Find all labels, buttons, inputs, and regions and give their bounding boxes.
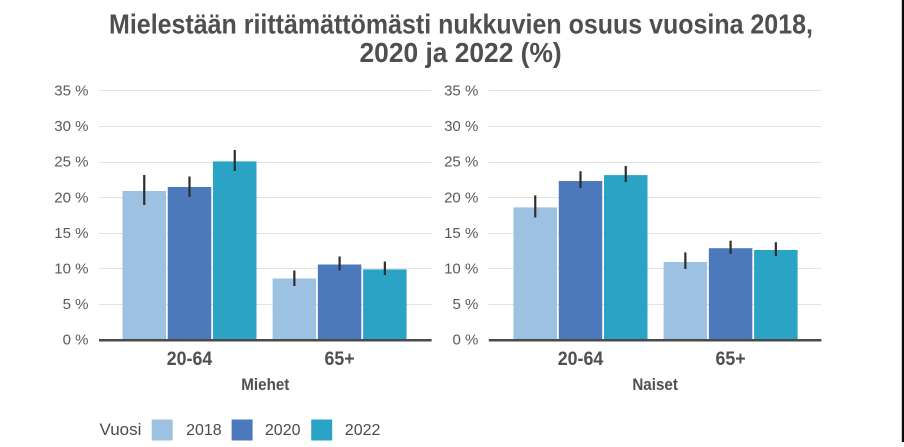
- svg-text:20-64: 20-64: [558, 347, 604, 369]
- svg-text:0 %: 0 %: [63, 332, 89, 349]
- svg-text:30 %: 30 %: [444, 118, 478, 135]
- svg-text:15 %: 15 %: [444, 225, 478, 242]
- svg-text:Miehet: Miehet: [241, 376, 290, 394]
- svg-text:65+: 65+: [325, 347, 355, 369]
- svg-text:25 %: 25 %: [54, 154, 88, 171]
- svg-text:35 %: 35 %: [54, 83, 88, 100]
- svg-text:2022: 2022: [345, 422, 381, 439]
- svg-text:Mielestään riittämättömästi nu: Mielestään riittämättömästi nukkuvien os…: [109, 8, 813, 40]
- svg-text:65+: 65+: [716, 347, 746, 369]
- svg-text:2020 ja 2022 (%): 2020 ja 2022 (%): [360, 37, 562, 69]
- svg-text:5 %: 5 %: [452, 296, 478, 313]
- svg-text:Vuosi: Vuosi: [100, 420, 142, 439]
- svg-text:20-64: 20-64: [167, 347, 213, 369]
- svg-text:15 %: 15 %: [54, 225, 88, 242]
- svg-text:5 %: 5 %: [63, 296, 89, 313]
- svg-text:30 %: 30 %: [54, 118, 88, 135]
- svg-text:2020: 2020: [265, 422, 301, 439]
- svg-text:20 %: 20 %: [54, 189, 88, 206]
- svg-text:35 %: 35 %: [444, 83, 478, 100]
- svg-text:Naiset: Naiset: [632, 376, 678, 394]
- svg-text:0 %: 0 %: [452, 332, 478, 349]
- svg-text:10 %: 10 %: [444, 261, 478, 278]
- svg-text:25 %: 25 %: [444, 154, 478, 171]
- svg-text:10 %: 10 %: [54, 261, 88, 278]
- svg-text:20 %: 20 %: [444, 189, 478, 206]
- svg-text:2018: 2018: [186, 422, 222, 439]
